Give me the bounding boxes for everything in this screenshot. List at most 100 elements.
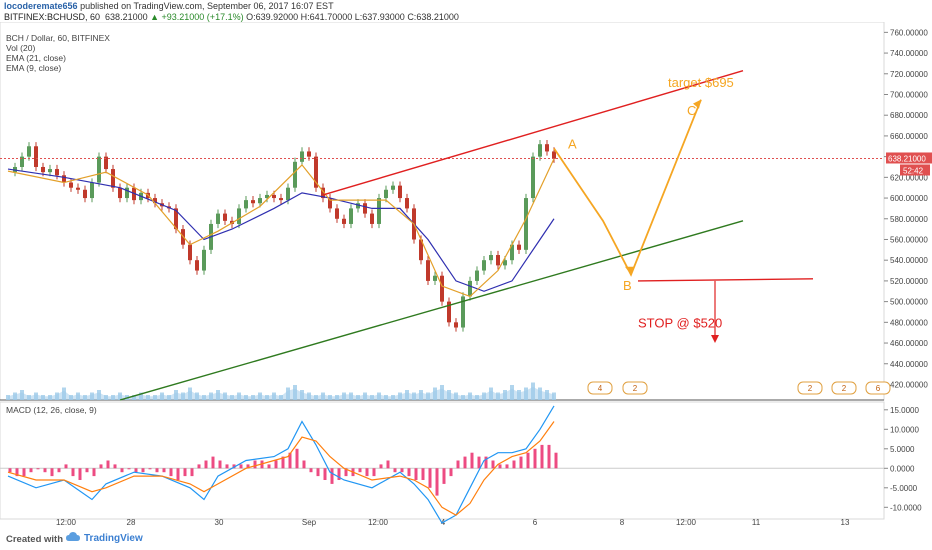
macd-histogram-bar [253, 460, 257, 469]
countdown-text: 52:42 [903, 166, 924, 175]
last-price-tag [886, 152, 932, 164]
candle-body [125, 187, 129, 199]
macd-histogram-bar [393, 468, 397, 473]
y-tick-label: 420.00000 [890, 380, 928, 389]
candle-body [90, 182, 94, 199]
stop-line [637, 278, 814, 282]
macd-histogram-bar [365, 468, 369, 477]
macd-histogram-bar [400, 468, 404, 473]
candle-body [20, 156, 24, 167]
y-tick-label: 760.00000 [890, 28, 928, 37]
macd-histogram-bar [456, 460, 460, 469]
publish-info: published on TradingView.com, September … [80, 1, 334, 11]
macd-histogram-bar [169, 468, 173, 477]
close-value: C:638.21000 [407, 12, 459, 22]
ema9-line [7, 158, 555, 298]
publisher-username[interactable]: locoderemate656 [4, 1, 78, 11]
macd-pane-frame [0, 401, 885, 520]
candle-body [307, 151, 311, 157]
candle-body [503, 260, 507, 266]
tradingview-brand[interactable]: TradingView [84, 533, 143, 544]
macd-histogram-bar [337, 468, 341, 480]
candle-body [440, 275, 444, 302]
candle-body [321, 187, 325, 199]
macd-histogram-bar [526, 452, 530, 469]
candle-body [118, 187, 122, 199]
macd-histogram-bar [274, 460, 278, 469]
macd-histogram-bar [106, 460, 110, 469]
macd-histogram-bar [183, 468, 187, 477]
support-trendline [119, 220, 744, 401]
ema21-line [7, 168, 555, 292]
candle-body [447, 301, 451, 323]
candle-body [272, 194, 276, 199]
macd-y-tick-label: -10.0000 [890, 503, 922, 512]
macd-histogram-bar [386, 460, 390, 469]
candle-body [293, 161, 297, 188]
macd-histogram-bar [218, 460, 222, 469]
macd-histogram-bar [330, 468, 334, 484]
candle-body [482, 260, 486, 271]
macd-histogram-bar [267, 464, 271, 469]
macd-histogram-bar [211, 456, 215, 469]
macd-histogram-bar [113, 464, 117, 469]
ohlc-line: BITFINEX:BCHUSD, 60 638.21000 ▲ +93.2100… [4, 12, 459, 22]
macd-histogram-bar [246, 464, 250, 469]
candle-body [363, 203, 367, 214]
x-tick-label: 8 [620, 518, 625, 527]
candle-body [104, 156, 108, 170]
x-tick-label: 12:00 [56, 518, 77, 527]
candle-body [27, 146, 31, 157]
candle-body [251, 200, 255, 204]
stop-arrowhead [711, 334, 719, 343]
y-tick-label: 540.00000 [890, 256, 928, 265]
macd-histogram-bar [302, 460, 306, 469]
abc-projection-path [553, 99, 702, 277]
y-tick-label: 560.00000 [890, 235, 928, 244]
macd-histogram-bar [449, 468, 453, 477]
x-tick-label: 11 [752, 518, 761, 527]
macd-histogram-bar [155, 468, 159, 473]
created-with-label: Created with [6, 534, 64, 545]
candle-body [552, 151, 556, 159]
candle-body [188, 244, 192, 261]
macd-histogram-bar [22, 468, 26, 477]
macd-histogram-bar [176, 468, 180, 480]
candle-body [335, 208, 339, 219]
macd-histogram-bar [197, 464, 201, 469]
last-price-tag-text: 638.21000 [888, 154, 926, 163]
y-tick-label: 520.00000 [890, 277, 928, 286]
macd-histogram-bar [533, 448, 537, 469]
macd-histogram-bar [141, 468, 145, 473]
macd-histogram-bar [372, 468, 376, 477]
macd-histogram-bar [71, 468, 75, 477]
candle-body [258, 198, 262, 204]
macd-histogram-bar [428, 468, 432, 488]
volume-area [8, 386, 554, 400]
candle-body [545, 144, 549, 152]
candle-body [468, 280, 472, 297]
candle-body [83, 189, 87, 199]
macd-histogram-bar [323, 468, 327, 480]
candle-body [405, 198, 409, 209]
high-value: H:641.70000 [300, 12, 353, 22]
x-tick-label: 12:00 [368, 518, 389, 527]
event-badge [797, 381, 823, 395]
macd-histogram-bar [232, 464, 236, 469]
macd-histogram-bar [463, 456, 467, 469]
target-label: target $695 [668, 75, 734, 90]
candle-body [265, 194, 269, 199]
macd-histogram-bar [540, 444, 544, 469]
event-badge [865, 381, 891, 395]
macd-histogram-bar [309, 468, 313, 473]
chart-svg: 760.00000740.00000720.00000700.00000680.… [0, 22, 932, 527]
x-tick-label: Sep [302, 518, 317, 527]
x-tick-label: 13 [841, 518, 850, 527]
y-tick-label: 620.00000 [890, 173, 928, 182]
macd-y-tick-label: 15.0000 [890, 406, 919, 415]
macd-histogram-bar [85, 468, 89, 473]
candle-body [377, 198, 381, 224]
y-tick-label: 480.00000 [890, 318, 928, 327]
candle-body [48, 169, 52, 173]
candle-body [510, 244, 514, 261]
